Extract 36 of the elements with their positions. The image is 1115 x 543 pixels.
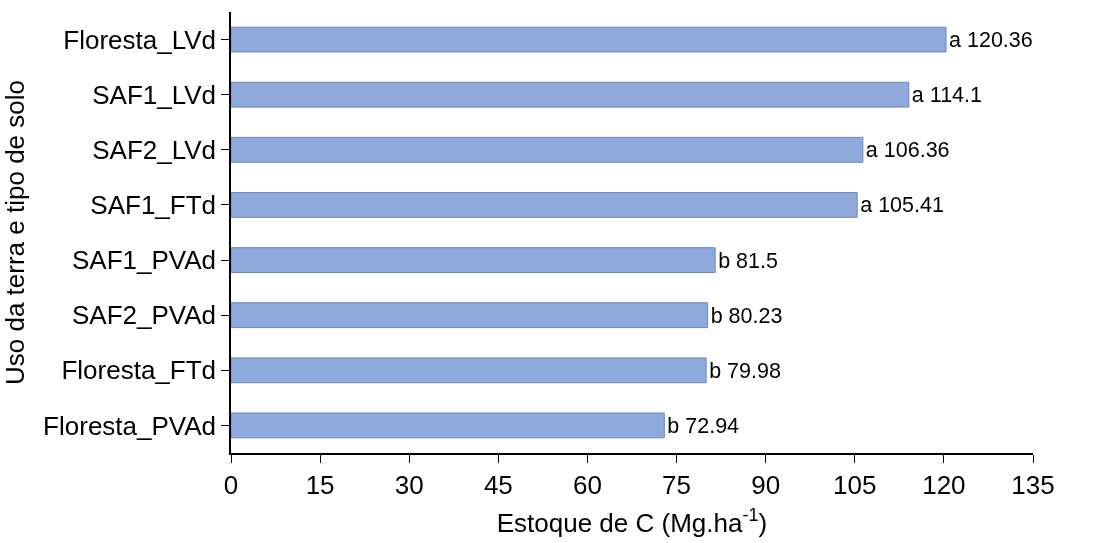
x-tick-label: 105 [833, 469, 877, 500]
bar [231, 412, 665, 439]
x-tick-label: 75 [662, 469, 692, 500]
bar [231, 357, 707, 384]
bar [231, 26, 947, 53]
data-label: a 105.41 [860, 193, 944, 218]
data-label: a 120.36 [949, 28, 1033, 53]
x-axis-title: Estoque de C (Mg.ha$^{-1}$) [496, 505, 768, 539]
y-tick-label: SAF1_LVd [92, 79, 217, 110]
bar [231, 136, 864, 163]
bar [231, 302, 709, 329]
y-tick-label: SAF2_PVAd [72, 300, 217, 331]
data-label: a 114.1 [911, 83, 982, 108]
bar [231, 192, 858, 218]
y-tick-label: SAF1_FTd [90, 190, 217, 221]
data-label: b 72.94 [667, 413, 740, 438]
x-tick-label: 30 [394, 469, 424, 500]
x-tick-label: 15 [305, 469, 335, 500]
y-axis-title: Uso da terra e tipo de solo [0, 80, 30, 385]
y-tick-label: SAF1_PVAd [72, 245, 217, 276]
x-tick-label: 120 [922, 469, 966, 500]
bar [231, 247, 716, 273]
y-tick-label: Floresta_LVd [63, 24, 217, 55]
data-label: b 79.98 [709, 358, 781, 383]
x-tick-label: 90 [751, 469, 781, 500]
x-tick-label: 45 [483, 469, 513, 500]
data-label: b 80.23 [710, 303, 783, 328]
y-tick-label: Floresta_FTd [61, 355, 217, 386]
x-tick-label: 135 [1011, 469, 1055, 500]
x-tick-label: 60 [572, 469, 602, 500]
bar [231, 81, 910, 108]
data-label: b 81.5 [718, 248, 778, 273]
y-tick-label: Floresta_PVAd [43, 410, 217, 441]
data-label: a 106.36 [865, 138, 950, 163]
y-tick-label: SAF2_LVd [92, 134, 217, 165]
x-tick-label: 0 [223, 469, 239, 500]
